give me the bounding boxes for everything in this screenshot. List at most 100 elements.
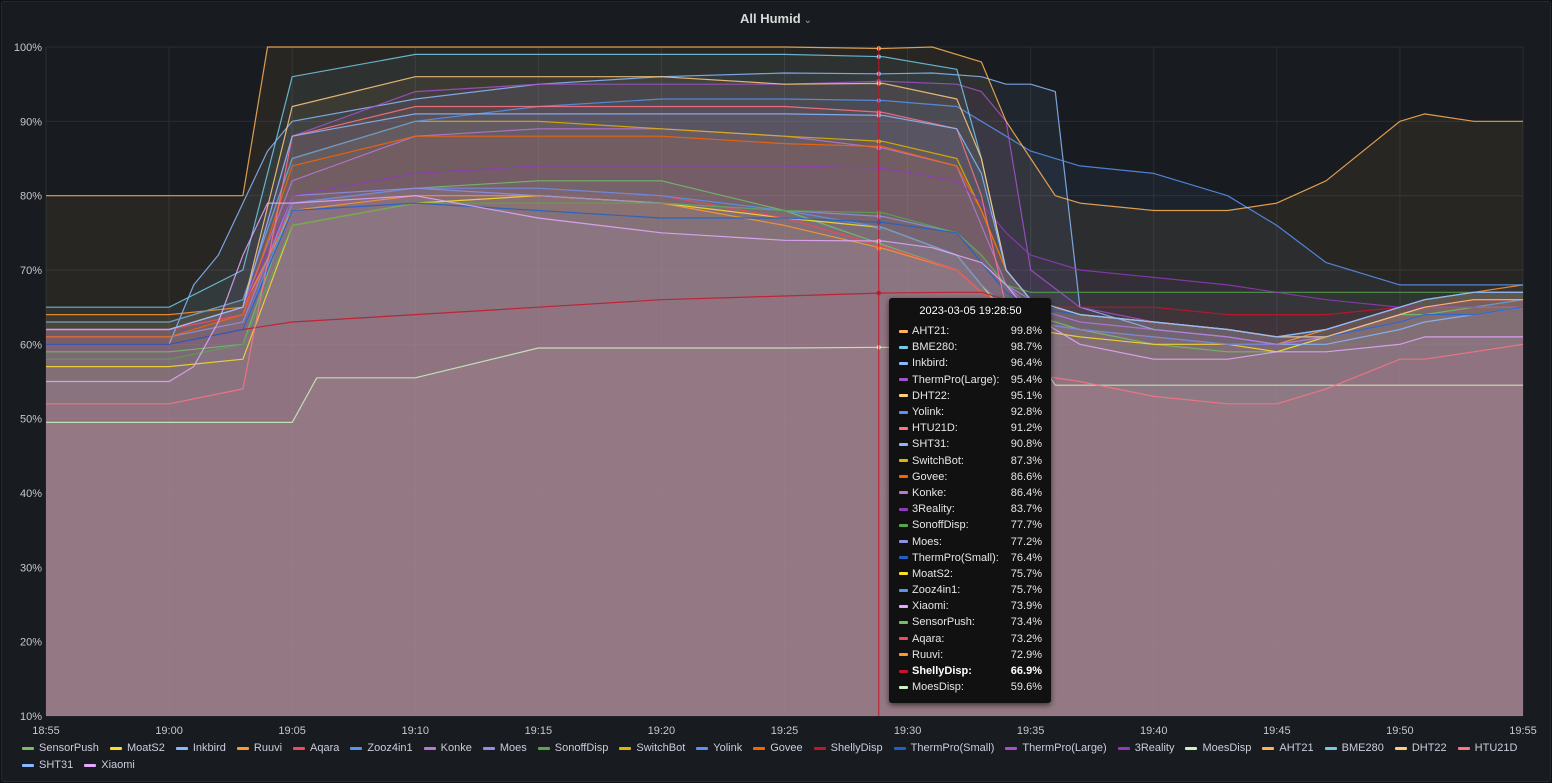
tooltip-swatch (899, 442, 908, 446)
legend-label: Aqara (310, 742, 340, 754)
y-tick-label: 10% (20, 711, 42, 723)
legend-swatch (482, 746, 495, 750)
tooltip-rows: AHT21: 99.8% BME280: 98.7% Inkbird: 96.4% Ther… (899, 323, 1042, 695)
tooltip-series-name: Zooz4in1: (912, 584, 961, 597)
tooltip-row: SonoffDisp: 77.7% (899, 517, 1042, 533)
tooltip-series-name: Konke: (912, 486, 947, 499)
tooltip-series-name: MoatS2: (912, 567, 953, 580)
legend-item-3reality[interactable]: 3Reality (1117, 741, 1174, 755)
legend-item-zooz4in1[interactable]: Zooz4in1 (350, 741, 413, 755)
legend-item-yolink[interactable]: Yolink (696, 741, 742, 755)
legend-item-shellydisp[interactable]: ShellyDisp (813, 741, 883, 755)
tooltip-swatch (899, 507, 908, 511)
y-tick-label: 50% (20, 414, 42, 426)
tooltip-series-value: 75.7% (1010, 584, 1042, 597)
series-area-thermpro-small (46, 203, 1523, 717)
legend-item-sonoffdisp[interactable]: SonoffDisp (537, 741, 609, 755)
tooltip-swatch (899, 426, 908, 430)
tooltip-series-value: 86.4% (1010, 486, 1042, 499)
legend-swatch (813, 746, 826, 750)
legend-item-xiaomi[interactable]: Xiaomi (84, 758, 135, 772)
x-tick-label: 19:25 (771, 725, 799, 737)
legend-label: ShellyDisp (830, 742, 883, 754)
tooltip-series-name: Ruuvi: (912, 648, 944, 661)
legend-label: Inkbird (192, 742, 226, 754)
tooltip-row: Govee: 86.6% (899, 469, 1042, 485)
series-area-moesdisp (46, 347, 1523, 716)
tooltip-row: SensorPush: 73.4% (899, 614, 1042, 630)
series-line-shellydisp[interactable] (46, 291, 1523, 345)
x-tick-label: 19:50 (1386, 725, 1414, 737)
tooltip-series-value: 73.9% (1010, 600, 1042, 613)
legend-item-moats2[interactable]: MoatS2 (109, 741, 165, 755)
legend-item-inkbird[interactable]: Inkbird (175, 741, 226, 755)
tooltip-swatch (899, 620, 908, 624)
panel-title[interactable]: All Humid ⌄ (2, 11, 1550, 26)
series-line-dht22[interactable] (46, 76, 1523, 338)
legend-item-moes[interactable]: Moes (482, 741, 527, 755)
legend-label: HTU21D (1474, 742, 1518, 754)
tooltip-series-name: HTU21D: (912, 422, 958, 435)
tooltip-row: ShellyDisp: 66.9% (899, 663, 1042, 679)
legend-item-thermpro-large[interactable]: ThermPro(Large) (1005, 741, 1107, 755)
series-line-aht21[interactable] (46, 46, 1523, 212)
tooltip-series-name: Govee: (912, 470, 948, 483)
tooltip-row: Moes: 77.2% (899, 533, 1042, 549)
series-line-inkbird[interactable] (46, 72, 1524, 345)
legend-item-bme280[interactable]: BME280 (1324, 741, 1384, 755)
series-line-xiaomi[interactable] (46, 195, 1523, 383)
tooltip-series-name: ThermPro(Large): (912, 373, 1000, 386)
legend-item-dht22[interactable]: DHT22 (1394, 741, 1447, 755)
legend-item-thermpro-small[interactable]: ThermPro(Small) (893, 741, 994, 755)
legend-label: Moes (499, 742, 527, 754)
series-line-3reality[interactable] (46, 165, 1523, 331)
legend-label: SonoffDisp (554, 742, 609, 754)
tooltip: 2023-03-05 19:28:50 AHT21: 99.8% BME280: 98… (889, 298, 1051, 703)
tooltip-series-value: 59.6% (1010, 681, 1042, 694)
legend-item-sensorpush[interactable]: SensorPush (22, 741, 99, 755)
series-line-yolink[interactable] (46, 98, 1523, 323)
legend-swatch (84, 763, 97, 767)
series-line-thermpro-small[interactable] (46, 202, 1524, 345)
tooltip-series-value: 75.7% (1010, 567, 1042, 580)
legend-item-switchbot[interactable]: SwitchBot (619, 741, 685, 755)
legend-item-moesdisp[interactable]: MoesDisp (1185, 741, 1251, 755)
legend-swatch (1324, 746, 1337, 750)
legend-item-aqara[interactable]: Aqara (293, 741, 339, 755)
tooltip-swatch (899, 491, 908, 495)
x-tick-label: 19:10 (401, 725, 429, 737)
tooltip-series-value: 76.4% (1010, 551, 1042, 564)
x-tick-label: 19:45 (1263, 725, 1291, 737)
legend-item-govee[interactable]: Govee (753, 741, 803, 755)
tooltip-row: BME280: 98.7% (899, 339, 1042, 355)
series-area-yolink (46, 99, 1523, 716)
tooltip-swatch (899, 459, 908, 463)
tooltip-series-value: 96.4% (1010, 357, 1042, 370)
legend-item-aht21[interactable]: AHT21 (1262, 741, 1314, 755)
series-area-aqara (46, 188, 1523, 716)
legend-item-sht31[interactable]: SHT31 (22, 758, 73, 772)
tooltip-series-value: 66.9% (1010, 665, 1042, 678)
series-line-sonoffdisp[interactable] (46, 202, 1523, 360)
tooltip-series-value: 87.3% (1010, 454, 1042, 467)
series-line-moesdisp[interactable] (46, 346, 1523, 423)
y-tick-label: 30% (20, 562, 42, 574)
series-line-sht31[interactable] (46, 113, 1523, 338)
series-area-shellydisp (46, 292, 1523, 716)
legend-item-ruuvi[interactable]: Ruuvi (236, 741, 282, 755)
series-area-sht31 (46, 113, 1523, 716)
legend-item-konke[interactable]: Konke (423, 741, 472, 755)
tooltip-series-value: 90.8% (1010, 438, 1042, 451)
legend-item-htu21d[interactable]: HTU21D (1457, 741, 1518, 755)
tooltip-series-value: 99.8% (1010, 325, 1042, 338)
tooltip-swatch (899, 475, 908, 479)
series-area-switchbot (46, 121, 1523, 717)
legend-label: MoesDisp (1202, 742, 1252, 754)
tooltip-series-name: ShellyDisp: (912, 665, 972, 678)
series-area-xiaomi (46, 195, 1523, 716)
tooltip-row: Yolink: 92.8% (899, 404, 1042, 420)
x-tick-label: 19:55 (1509, 725, 1537, 737)
series-line-htu21d[interactable] (46, 105, 1524, 405)
tooltip-swatch (899, 685, 908, 689)
